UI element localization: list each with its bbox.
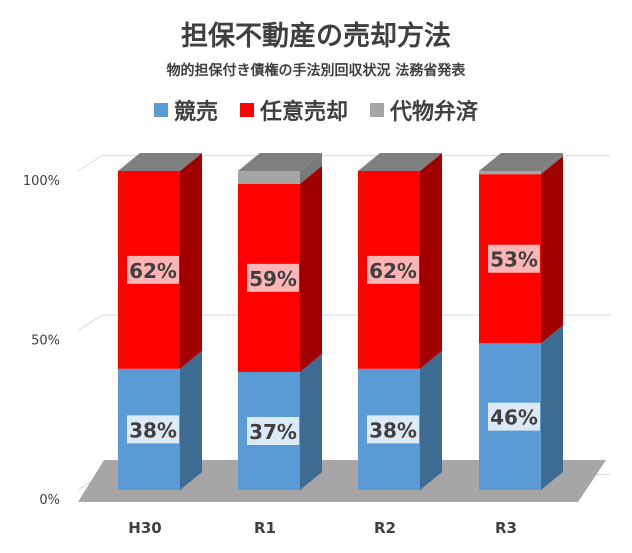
legend-label-1: 任意売却 [259,100,348,125]
data-label-R1-1: 59% [249,267,297,291]
legend-swatch-1 [239,103,254,117]
gridline-diag-1 [77,314,103,331]
bar-side-R2-0 [420,350,442,490]
data-label-H30-0: 38% [129,418,177,442]
legend-label-0: 競売 [173,100,218,125]
legend-swatch-2 [370,103,384,117]
bar-side-R1-0 [300,353,322,490]
chart-subtitle: 物的担保付き債権の手法別回収状況 法務省発表 [166,63,466,79]
bar-side-R1-2 [300,152,322,184]
data-label-bg-H30-0 [127,415,179,444]
xtick-label-R3: R3 [495,519,517,537]
xtick-label-R1: R1 [254,519,276,537]
legend-swatch-0 [153,103,168,117]
bar-side-R2-1 [420,152,442,369]
data-label-bg-R2-1 [367,255,419,284]
data-label-R3-0: 46% [490,406,538,430]
data-label-R2-0: 38% [369,418,417,442]
data-label-bg-R1-1 [247,263,299,292]
legend-item-1: 任意売却 [239,94,348,126]
bar-R3-2 [479,171,541,175]
bar-top-R3 [479,152,563,171]
bar-side-R3-2 [541,152,563,175]
bar-top-H30 [118,152,202,171]
data-label-R1-0: 37% [249,420,297,444]
data-label-R3-1: 53% [490,248,538,272]
bar-side-R3-1 [541,156,563,344]
xtick-label-R2: R2 [374,519,396,537]
legend-item-0: 競売 [153,94,218,126]
ytick-label-2: 100% [23,174,60,189]
ytick-label-1: 50% [31,334,60,349]
chart-title: 担保不動産の売却方法 [181,21,451,52]
data-label-bg-R2-0 [367,415,419,444]
data-label-bg-R3-0 [488,402,540,431]
legend: 競売 任意売却 代物弁済 [0,94,632,126]
bar-side-R1-1 [300,165,322,372]
data-label-H30-1: 62% [129,259,177,283]
data-label-bg-R1-0 [247,416,299,445]
bar-R1-2 [238,171,300,184]
bar-side-R3-0 [541,325,563,490]
bar-side-H30-0 [180,350,202,490]
xtick-label-H30: H30 [128,519,161,537]
data-label-bg-H30-1 [127,255,179,284]
legend-label-2: 代物弁済 [390,100,479,125]
bar-top-R2 [358,152,442,171]
legend-item-2: 代物弁済 [370,94,478,126]
data-label-R2-1: 62% [369,259,417,283]
bar-side-H30-1 [180,152,202,369]
floor [78,460,606,502]
bar-group-R3 [479,152,563,490]
gridline-diag-2 [77,155,103,172]
ytick-label-0: 0% [39,493,60,508]
bar-top-R1 [238,152,322,171]
data-label-bg-R3-1 [488,244,540,273]
